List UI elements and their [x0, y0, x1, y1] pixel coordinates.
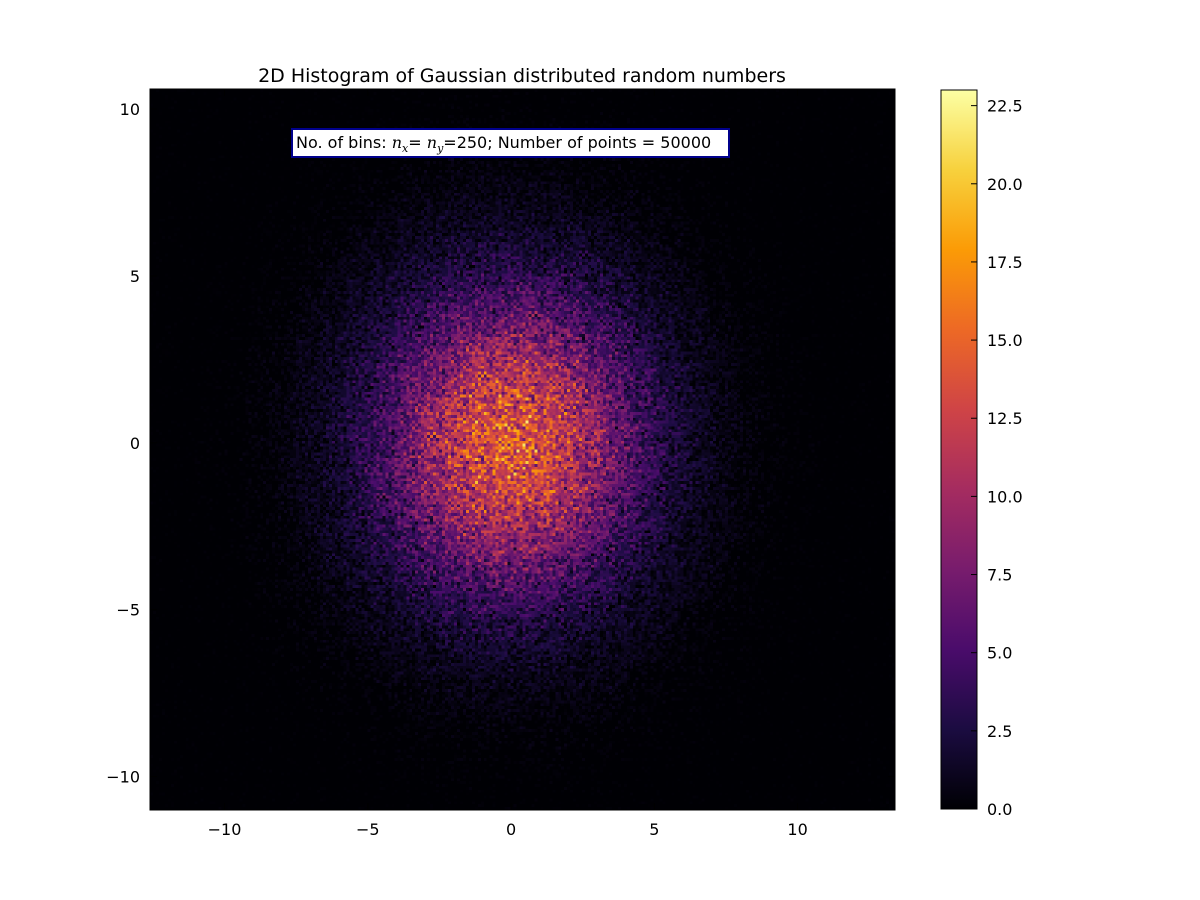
annotation-ny-symbol: n [427, 133, 437, 152]
colorbar-tick-label: 0.0 [987, 800, 1012, 819]
y-tick-label: 0 [130, 434, 140, 453]
x-tick-label: −10 [208, 820, 242, 839]
annotation-nx-symbol: n [392, 133, 402, 152]
annotation-suffix: =250; Number of points = 50000 [443, 133, 711, 152]
colorbar-tick-label: 7.5 [987, 566, 1012, 585]
x-tick-label: −5 [356, 820, 380, 839]
annotation-sep: = [408, 133, 427, 152]
y-tick-label: 10 [120, 100, 140, 119]
colorbar-tick-label: 17.5 [987, 253, 1023, 272]
colorbar [941, 90, 977, 809]
annotation-text: No. of bins: nx= ny=250; Number of point… [296, 133, 711, 155]
y-tick-label: −10 [106, 768, 140, 787]
colorbar-tick-label: 20.0 [987, 175, 1023, 194]
colorbar-tick-label: 5.0 [987, 644, 1012, 663]
histogram-image [150, 89, 895, 810]
x-tick-label: 10 [787, 820, 807, 839]
y-tick-label: 5 [130, 267, 140, 286]
x-tick-label: 0 [506, 820, 516, 839]
colorbar-tick-label: 12.5 [987, 409, 1023, 428]
colorbar-tick-label: 22.5 [987, 97, 1023, 116]
annotation-box: No. of bins: nx= ny=250; Number of point… [292, 129, 729, 157]
colorbar-tick-label: 15.0 [987, 331, 1023, 350]
colorbar-tick-label: 10.0 [987, 487, 1023, 506]
y-tick-label: −5 [116, 601, 140, 620]
chart-title: 2D Histogram of Gaussian distributed ran… [258, 65, 786, 87]
colorbar-axis: 0.0 2.5 5.0 7.5 10.0 12.5 15.0 17.5 20.0 22.5 [971, 97, 1023, 819]
annotation-prefix: No. of bins: [296, 133, 392, 152]
colorbar-tick-label: 2.5 [987, 722, 1012, 741]
x-tick-label: 5 [649, 820, 659, 839]
